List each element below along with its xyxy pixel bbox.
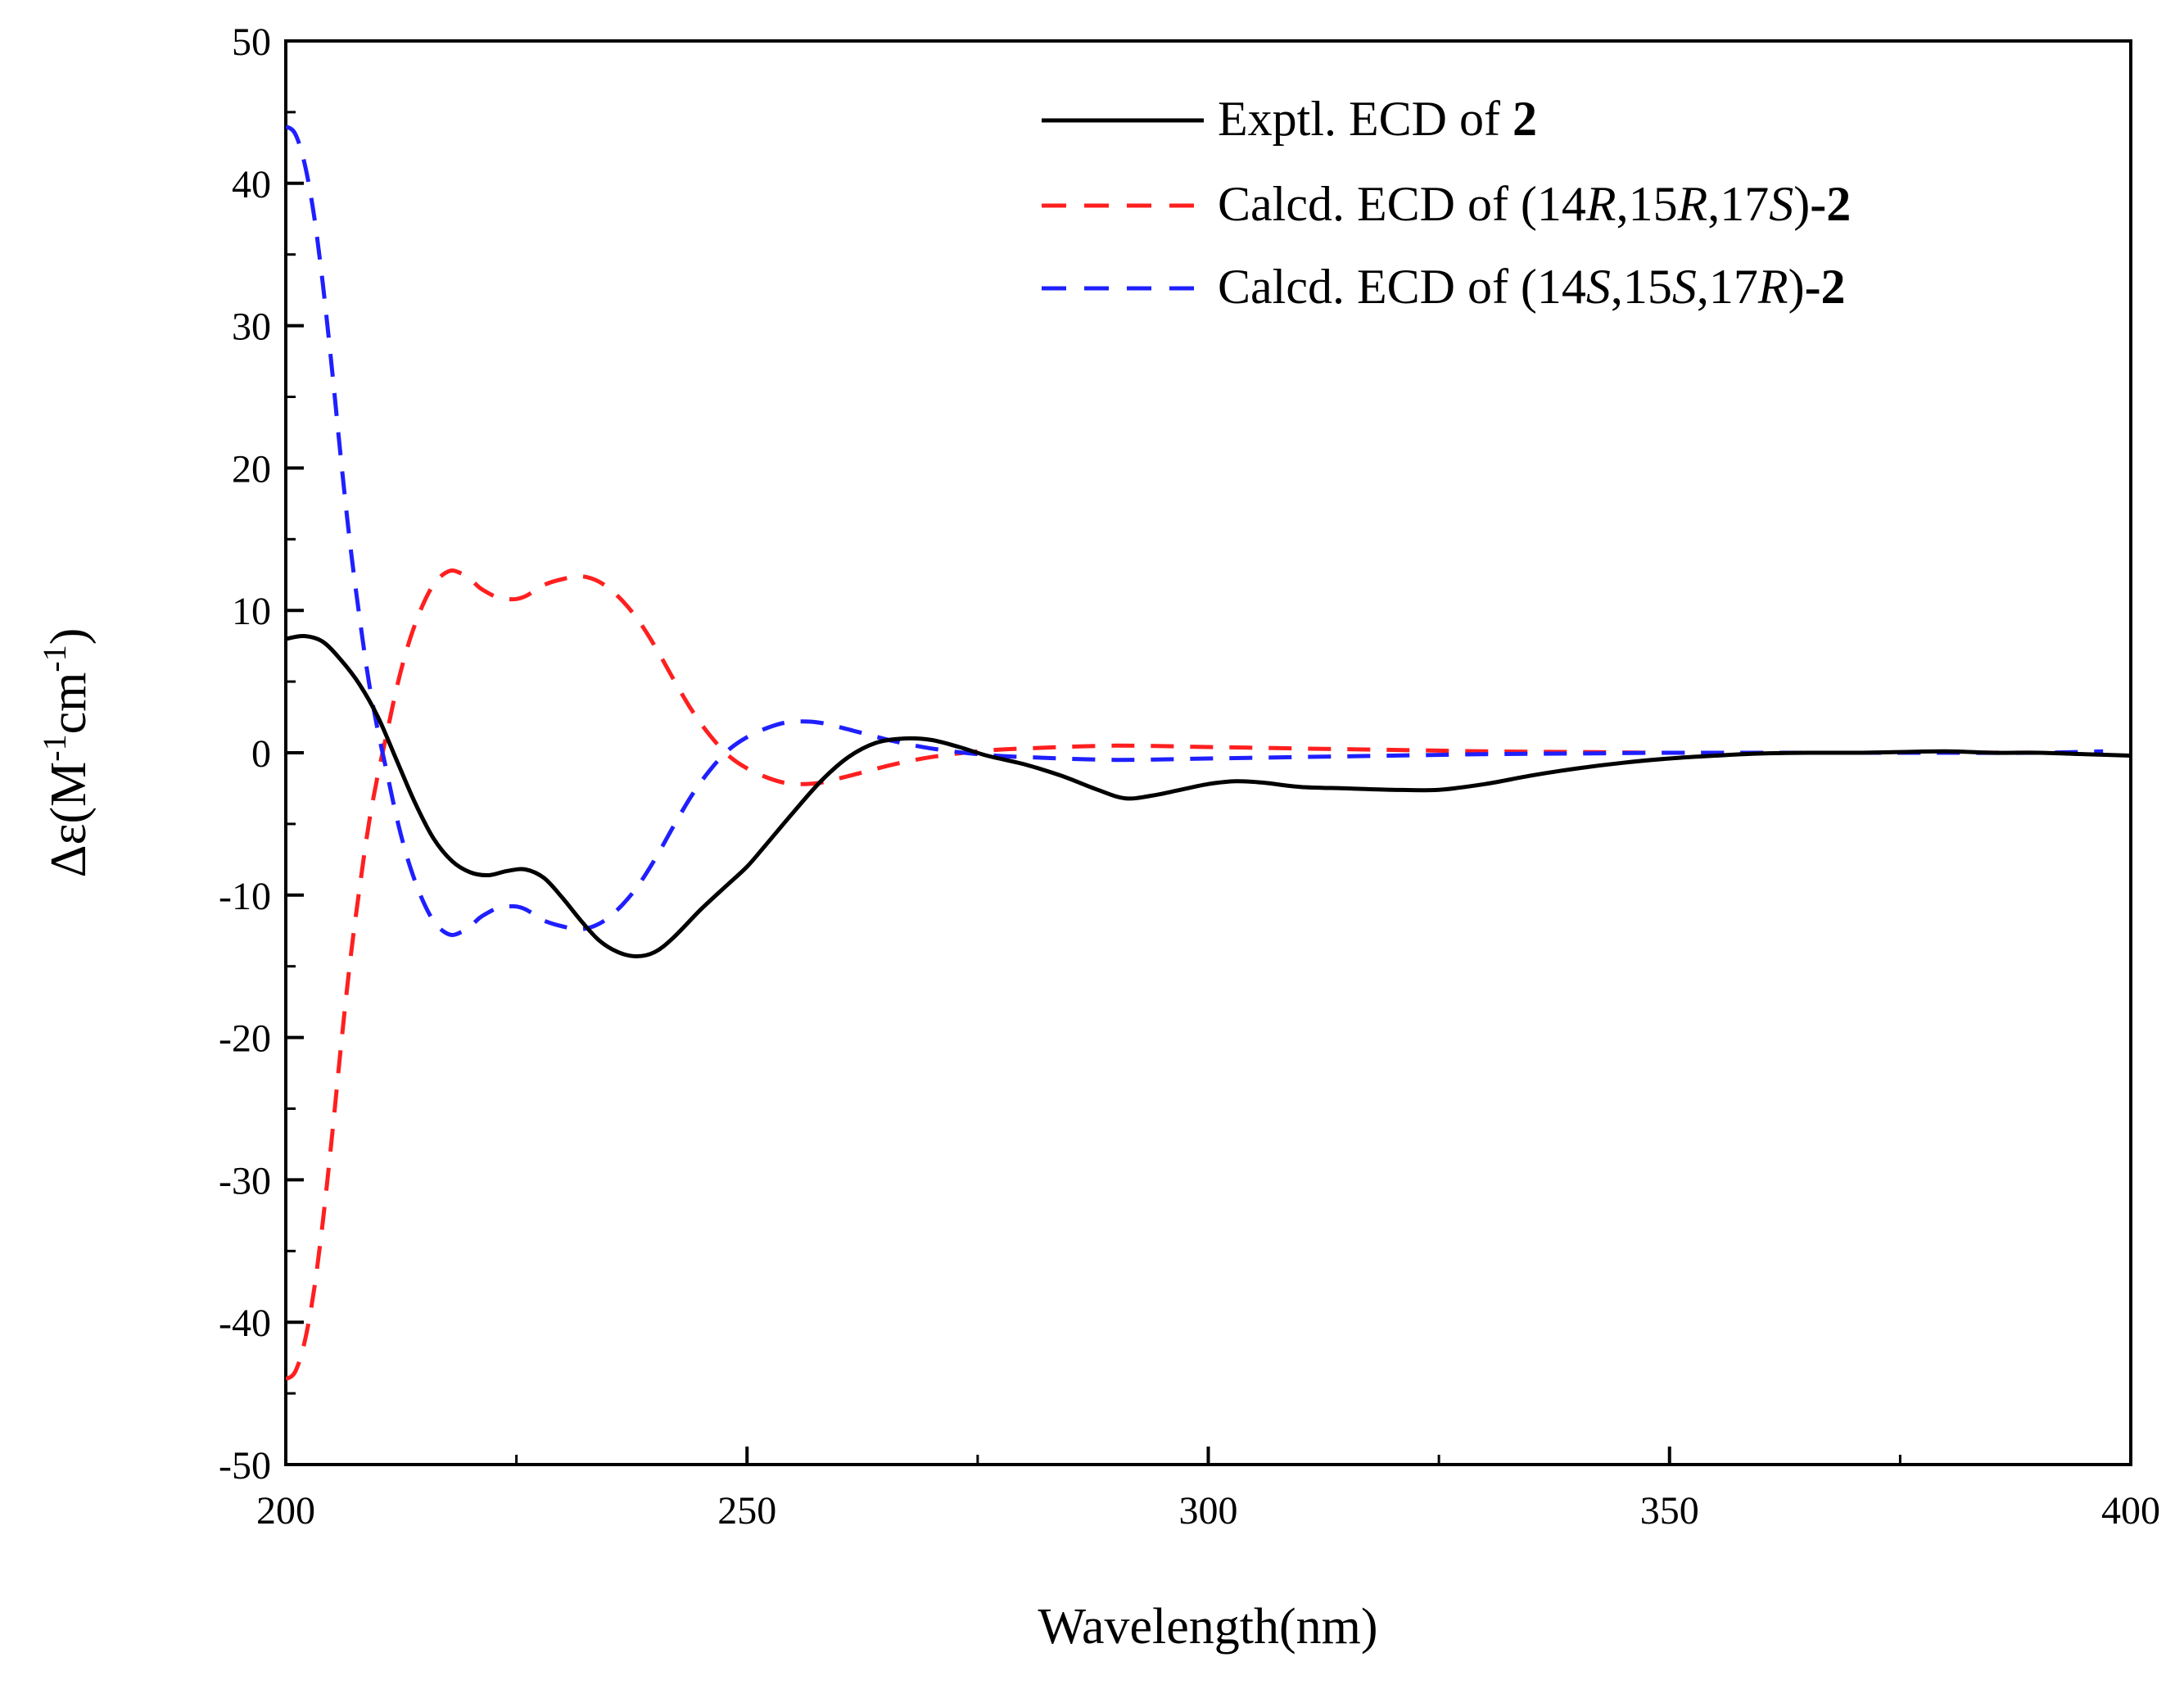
legend-text-part: Calcd. ECD of (14	[1218, 260, 1586, 314]
y-tick-label: -10	[219, 875, 271, 918]
y-tick-label: 50	[232, 20, 271, 64]
legend-text-part: ,17	[1697, 260, 1758, 314]
y-axis-title-sup1: -1	[36, 734, 73, 761]
legend-text-part: ,17	[1707, 177, 1769, 231]
legend-text-part: S	[1586, 260, 1611, 314]
y-axis-title-mid: cm	[41, 672, 97, 735]
y-tick-label: 30	[232, 306, 271, 349]
legend-text-part: )	[1793, 177, 1810, 231]
y-tick-label: 20	[232, 447, 271, 491]
legend-text-part: 2	[1513, 92, 1537, 146]
x-tick-label: 200	[256, 1489, 315, 1533]
y-axis-ticks: -50 -40 -30 -20 -10 0 10 20 30 40 50	[219, 20, 304, 1487]
y-tick-label: -20	[219, 1017, 271, 1061]
y-axis-title: Δε(M-1cm-1)	[36, 628, 97, 878]
legend-text-part: ,15	[1617, 177, 1678, 231]
legend-text-part: Calcd. ECD of (14	[1218, 177, 1586, 231]
legend-text-part: Exptl. ECD of	[1218, 92, 1513, 146]
y-tick-label: -30	[219, 1159, 271, 1202]
x-tick-label: 400	[2101, 1489, 2160, 1533]
x-axis-title: Wavelength(nm)	[1038, 1599, 1377, 1655]
legend-text-part: -2	[1810, 177, 1851, 231]
legend-text-part: R	[1677, 177, 1708, 231]
series-line-exptl	[286, 633, 2131, 958]
legend-text-part: -2	[1805, 260, 1846, 314]
legend-text-part: ,15	[1611, 260, 1672, 314]
y-tick-label: 40	[232, 163, 271, 206]
legend-text-part: S	[1672, 260, 1697, 314]
y-tick-label: 10	[232, 590, 271, 633]
x-tick-label: 300	[1179, 1489, 1238, 1533]
legend-text-part: )	[1788, 260, 1805, 314]
x-tick-label: 350	[1640, 1489, 1699, 1533]
y-tick-label: 0	[251, 732, 271, 776]
x-axis-ticks: 200 250 300 350 400	[256, 1447, 2160, 1533]
legend-text-part: S	[1769, 177, 1793, 231]
y-tick-label: -50	[219, 1444, 271, 1487]
series-layer	[286, 125, 2131, 1381]
series-line-calcd-14s15s17r	[286, 125, 2104, 938]
legend-exptl-label: Exptl. ECD of 2	[1218, 92, 1537, 146]
series-line-calcd-14r15r17s	[286, 568, 2104, 1381]
y-axis-title-suffix: )	[41, 628, 97, 645]
legend-calcd-14r15r17s-label: Calcd. ECD of (14R,15R,17S)-2	[1218, 177, 1851, 231]
x-tick-label: 250	[717, 1489, 776, 1533]
legend-text-part: R	[1757, 260, 1788, 314]
legend-calcd-14s15s17r-label: Calcd. ECD of (14S,15S,17R)-2	[1218, 260, 1846, 314]
y-tick-label: -40	[219, 1302, 271, 1345]
y-axis-title-prefix: Δε(M	[41, 762, 97, 878]
legend-text-part: R	[1585, 177, 1617, 231]
y-axis-title-sup2: -1	[36, 645, 73, 672]
